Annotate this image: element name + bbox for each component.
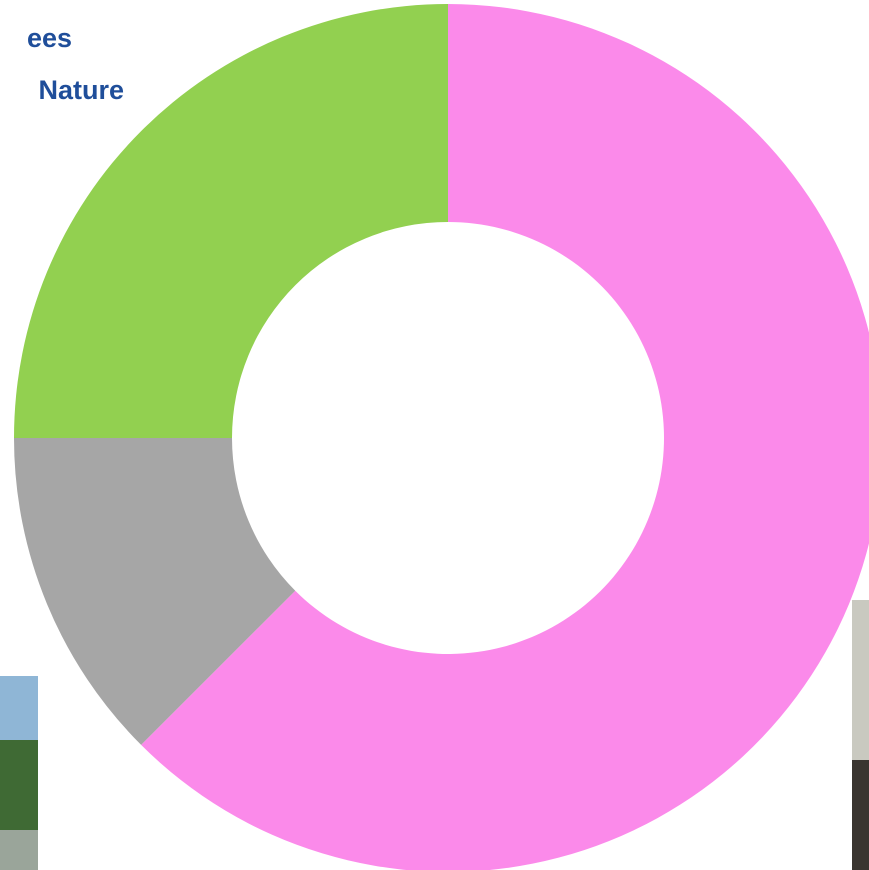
- donut: [13, 4, 869, 870]
- donut-segment: [141, 4, 869, 870]
- donut-segment: [13, 438, 296, 745]
- photo-left: [0, 676, 38, 870]
- annotation: Nature: [38, 75, 124, 105]
- donut-segment: [14, 4, 448, 438]
- annotation: ees: [27, 23, 72, 53]
- photo-right: [852, 600, 869, 870]
